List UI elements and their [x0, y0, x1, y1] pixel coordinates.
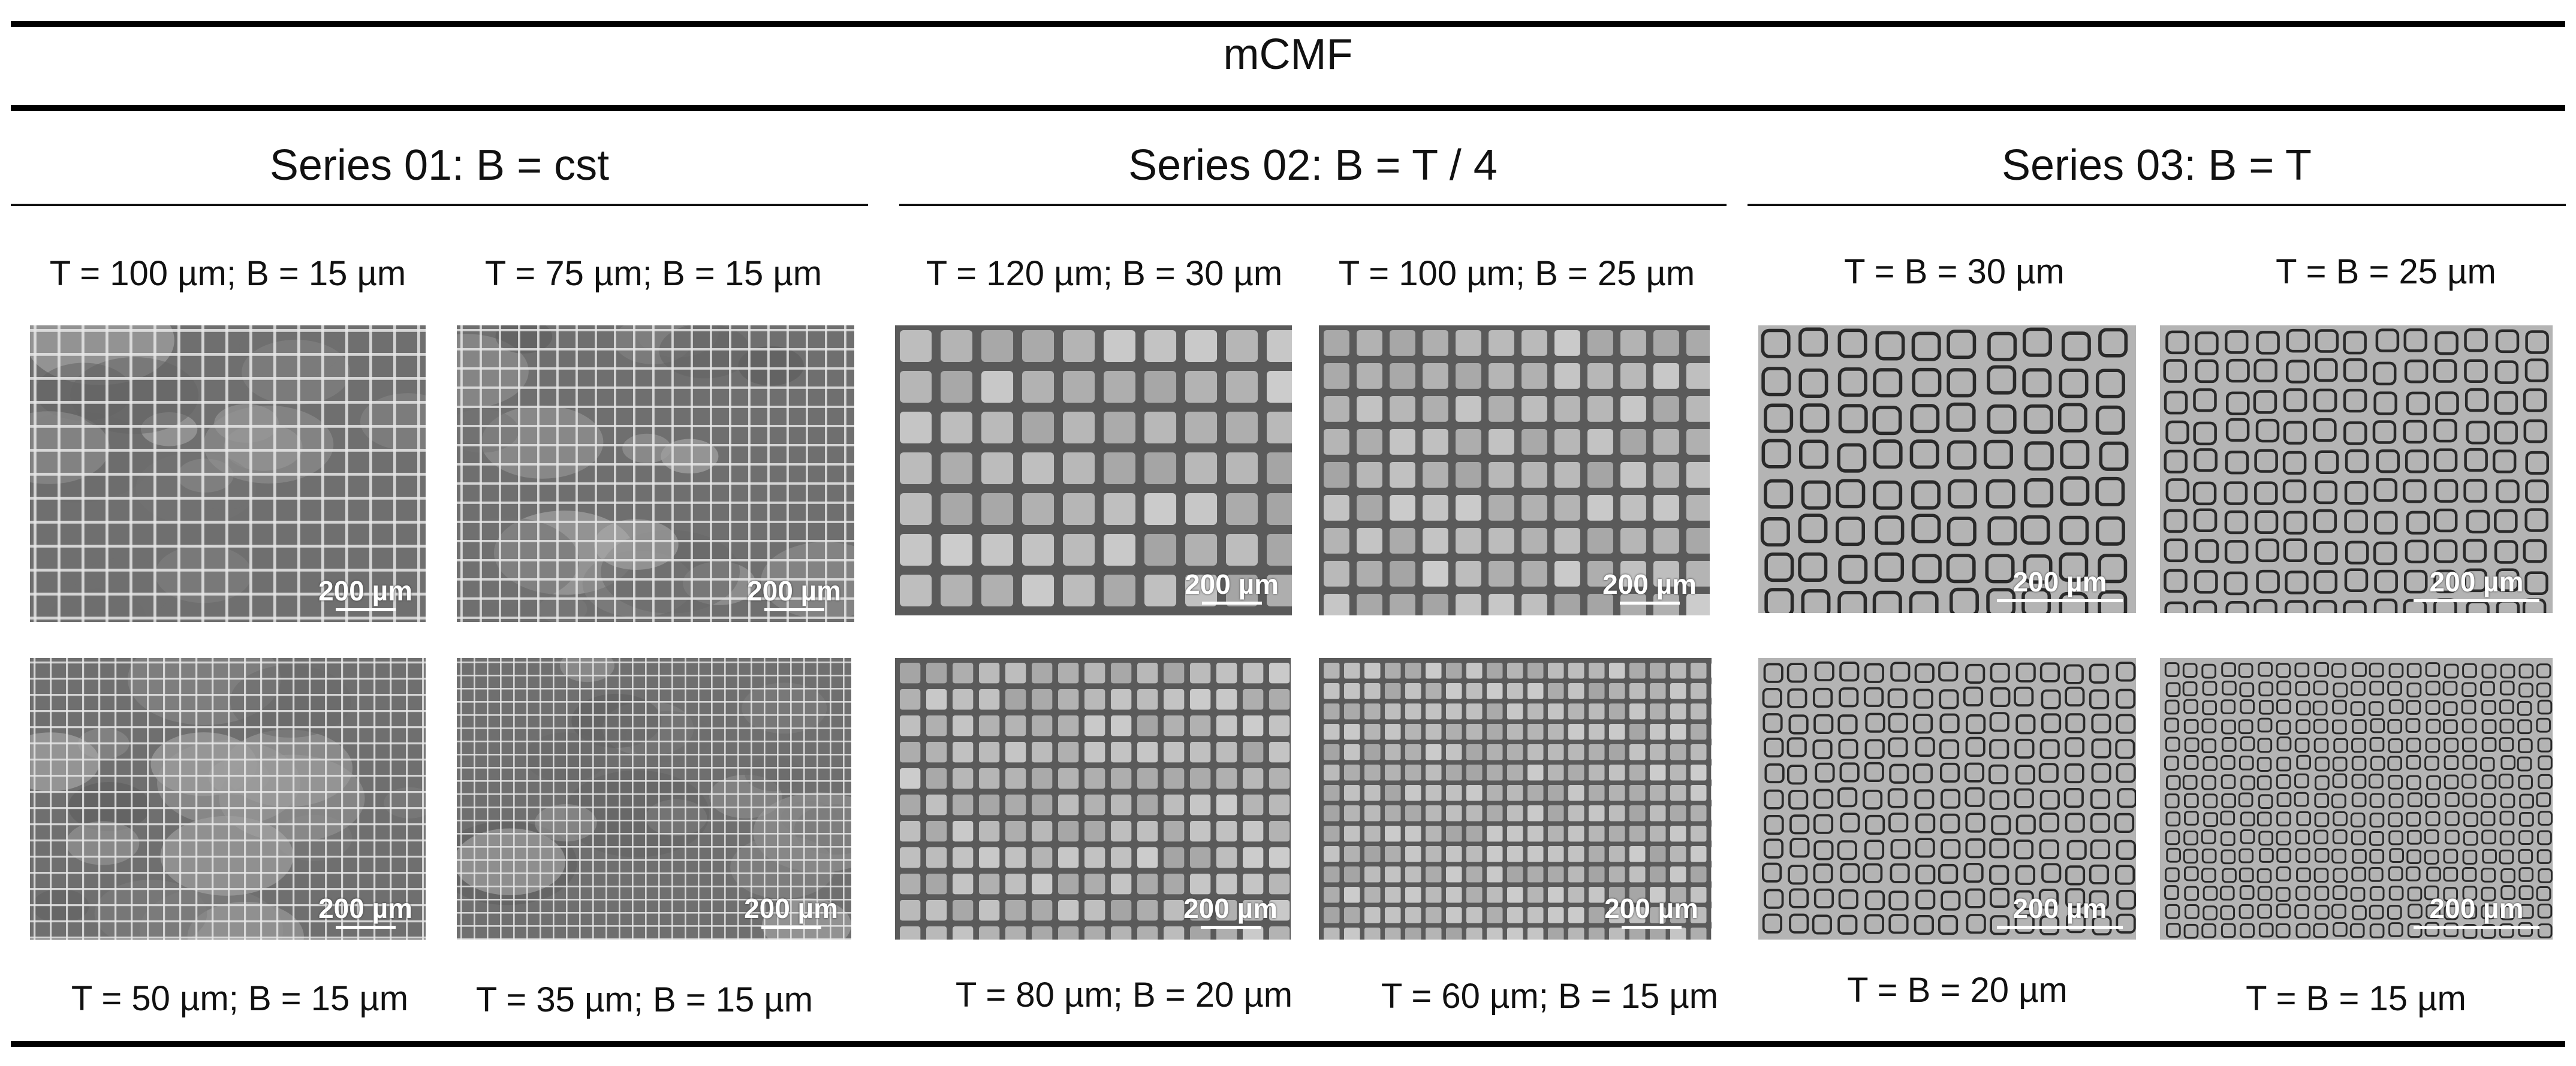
micrograph-s02-c: 200 µm	[895, 658, 1291, 940]
scale-bar: 200 µm	[318, 895, 412, 929]
scale-bar-label: 200 µm	[318, 893, 412, 924]
caption-s02-b: T = 100 µm; B = 25 µm	[1338, 254, 1695, 293]
scale-bar-label: 200 µm	[744, 893, 838, 924]
scale-bar-line	[2414, 599, 2539, 602]
micrograph-texture	[457, 325, 854, 622]
micrograph-texture	[895, 658, 1291, 940]
micrograph-texture	[2160, 325, 2553, 613]
micrograph-s02-a: 200 µm	[895, 325, 1292, 615]
scale-bar-line	[2414, 926, 2539, 929]
scale-bar: 200 µm	[1997, 895, 2123, 929]
micrograph-texture	[2160, 658, 2553, 940]
scale-bar-label: 200 µm	[1185, 569, 1279, 600]
scale-bar: 200 µm	[1997, 568, 2123, 602]
micrograph-s03-a: 200 µm	[1758, 325, 2136, 613]
caption-s03-d: T = B = 15 µm	[2246, 979, 2466, 1018]
micrograph-texture	[30, 658, 426, 940]
scale-bar: 200 µm	[2414, 568, 2539, 602]
caption-s02-a: T = 120 µm; B = 30 µm	[926, 254, 1283, 293]
micrograph-s01-a: 200 µm	[30, 325, 426, 622]
caption-s02-c: T = 80 µm; B = 20 µm	[955, 976, 1293, 1014]
scale-bar: 200 µm	[2414, 895, 2539, 929]
caption-s01-a: T = 100 µm; B = 15 µm	[49, 254, 406, 293]
series-03-title: Series 03: B = T	[2002, 141, 2312, 189]
scale-bar-label: 200 µm	[2012, 566, 2107, 597]
scale-bar-line	[1201, 602, 1262, 605]
scale-bar: 200 µm	[1604, 895, 1698, 929]
title-rule	[11, 105, 2565, 111]
top-rule	[11, 21, 2565, 27]
caption-s02-d: T = 60 µm; B = 15 µm	[1381, 977, 1719, 1016]
bottom-rule	[11, 1041, 2565, 1047]
scale-bar: 200 µm	[318, 577, 412, 611]
micrograph-s03-b: 200 µm	[2160, 325, 2553, 613]
scale-bar-line	[1621, 926, 1682, 929]
scale-bar-line	[335, 926, 396, 929]
micrograph-texture	[1319, 325, 1710, 615]
micrograph-s03-c: 200 µm	[1758, 658, 2136, 940]
scale-bar-line	[1619, 602, 1680, 605]
scale-bar: 200 µm	[744, 895, 838, 929]
caption-s01-c: T = 50 µm; B = 15 µm	[71, 979, 409, 1018]
scale-bar-line	[1200, 926, 1261, 929]
scale-bar-label: 200 µm	[2429, 566, 2524, 597]
micrograph-texture	[1319, 658, 1712, 940]
scale-bar: 200 µm	[1183, 895, 1278, 929]
micrograph-texture	[1758, 658, 2136, 940]
caption-s03-a: T = B = 30 µm	[1844, 252, 2065, 291]
micrograph-texture	[895, 325, 1292, 615]
series-02-title: Series 02: B = T / 4	[1128, 141, 1498, 189]
series-02-rule	[899, 204, 1727, 206]
scale-bar-label: 200 µm	[1602, 569, 1697, 600]
caption-s01-b: T = 75 µm; B = 15 µm	[484, 254, 822, 293]
scale-bar-line	[1997, 599, 2123, 602]
series-01-rule	[11, 204, 868, 206]
scale-bar-label: 200 µm	[1183, 893, 1278, 924]
series-01-title: Series 01: B = cst	[269, 141, 610, 189]
micrograph-texture	[1758, 325, 2136, 613]
scale-bar: 200 µm	[1602, 570, 1697, 605]
micrograph-s03-d: 200 µm	[2160, 658, 2553, 940]
scale-bar-label: 200 µm	[2012, 893, 2107, 924]
scale-bar: 200 µm	[1185, 570, 1279, 605]
series-03-rule	[1748, 204, 2566, 206]
micrograph-s01-d: 200 µm	[457, 658, 851, 940]
scale-bar-label: 200 µm	[747, 575, 841, 606]
scale-bar-line	[761, 926, 821, 929]
micrograph-s02-b: 200 µm	[1319, 325, 1710, 615]
micrograph-texture	[457, 658, 851, 940]
scale-bar-line	[764, 608, 824, 611]
scale-bar-label: 200 µm	[1604, 893, 1698, 924]
scale-bar-label: 200 µm	[2429, 893, 2524, 924]
micrograph-s01-c: 200 µm	[30, 658, 426, 940]
micrograph-texture	[30, 325, 426, 622]
caption-s03-b: T = B = 25 µm	[2276, 252, 2496, 291]
micrograph-s01-b: 200 µm	[457, 325, 854, 622]
scale-bar-line	[1997, 926, 2123, 929]
scale-bar-line	[335, 608, 396, 611]
scale-bar: 200 µm	[747, 577, 841, 611]
caption-s01-d: T = 35 µm; B = 15 µm	[475, 980, 814, 1019]
caption-s03-c: T = B = 20 µm	[1847, 971, 2068, 1010]
figure-title: mCMF	[1223, 31, 1353, 78]
scale-bar-label: 200 µm	[318, 575, 412, 606]
micrograph-s02-d: 200 µm	[1319, 658, 1712, 940]
